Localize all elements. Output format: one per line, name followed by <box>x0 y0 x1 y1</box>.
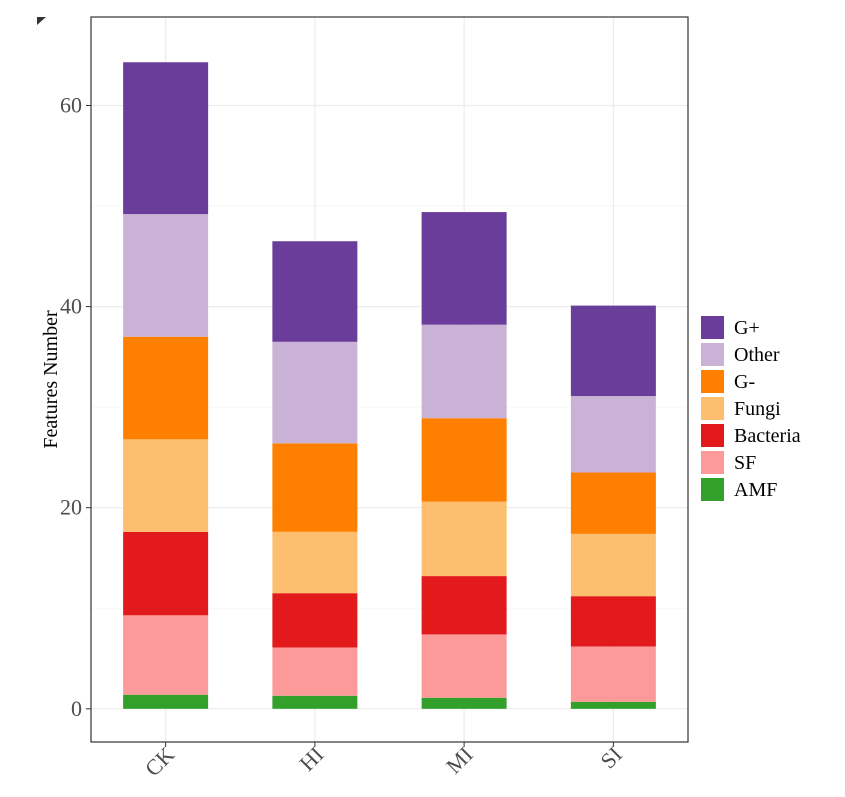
bar-si-fungi <box>570 533 656 597</box>
corner-mark <box>37 17 46 25</box>
legend-label: SF <box>734 452 756 474</box>
y-axis-title: Features Number <box>40 310 62 449</box>
legend-key-g- <box>701 316 724 339</box>
bars <box>123 62 656 709</box>
bar-mi-g- <box>421 212 507 325</box>
bar-hi-sf <box>272 647 358 696</box>
bar-ck-amf <box>123 694 209 709</box>
bar-ck-fungi <box>123 439 209 532</box>
bar-ck-g- <box>123 62 209 215</box>
x-tick-label: MI <box>441 742 478 779</box>
bar-mi-sf <box>421 634 507 698</box>
legend-label: G- <box>734 371 755 393</box>
bar-si-g- <box>570 305 656 397</box>
x-axis-ticks: CK HI MI SI <box>140 742 627 781</box>
bar-hi-other <box>272 341 358 444</box>
bar-si-amf <box>570 701 656 709</box>
bar-si-g- <box>570 472 656 534</box>
bar-mi-fungi <box>421 501 507 577</box>
bar-si-sf <box>570 646 656 702</box>
bar-hi-amf <box>272 695 358 709</box>
x-tick-label: CK <box>140 742 179 781</box>
y-axis-ticks: 0 20 40 60 <box>60 92 91 721</box>
legend-key-amf <box>701 478 724 501</box>
bar-si-other <box>570 396 656 473</box>
legend: G+ Other G- Fungi Bacteria SF AMF <box>701 316 801 501</box>
x-tick-label: HI <box>294 742 328 776</box>
bar-hi-g- <box>272 241 358 342</box>
bar-ck-bacteria <box>123 531 209 616</box>
bar-si-bacteria <box>570 596 656 647</box>
bar-hi-g- <box>272 443 358 532</box>
plot-panel-border <box>90 16 689 743</box>
legend-key-other <box>701 343 724 366</box>
y-tick-label: 60 <box>60 92 82 117</box>
bar-mi-g- <box>421 418 507 502</box>
legend-label: Other <box>734 344 780 366</box>
y-tick-label: 0 <box>71 696 82 721</box>
bar-mi-amf <box>421 697 507 709</box>
y-tick-label: 40 <box>60 294 82 319</box>
bar-ck-g- <box>123 336 209 440</box>
legend-key-fungi <box>701 397 724 420</box>
bar-ck-sf <box>123 615 209 695</box>
bar-ck-other <box>123 214 209 337</box>
legend-label: G+ <box>734 317 760 339</box>
legend-label: Bacteria <box>734 425 801 447</box>
legend-key-sf <box>701 451 724 474</box>
legend-key-g- <box>701 370 724 393</box>
bar-mi-other <box>421 324 507 419</box>
legend-label: AMF <box>734 479 777 501</box>
legend-key-bacteria <box>701 424 724 447</box>
legend-label: Fungi <box>734 398 781 420</box>
bar-hi-bacteria <box>272 593 358 648</box>
y-tick-label: 20 <box>60 495 82 520</box>
bar-hi-fungi <box>272 531 358 594</box>
x-tick-label: SI <box>595 742 627 774</box>
bar-mi-bacteria <box>421 576 507 635</box>
